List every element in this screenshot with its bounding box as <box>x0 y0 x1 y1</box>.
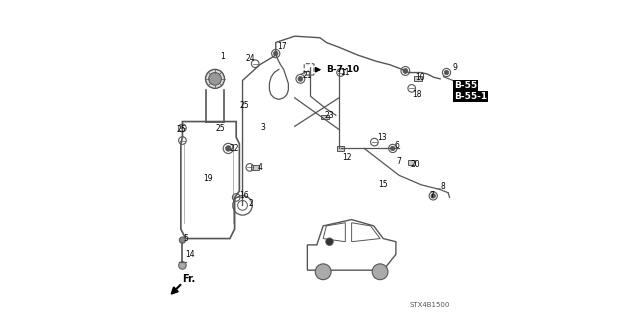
Text: 25: 25 <box>216 124 225 133</box>
Text: 24: 24 <box>246 54 255 63</box>
Bar <box>408 160 415 165</box>
Circle shape <box>179 262 186 269</box>
Circle shape <box>225 146 231 151</box>
Text: 4: 4 <box>258 163 262 172</box>
Bar <box>321 115 328 119</box>
Circle shape <box>209 72 221 85</box>
Text: 25: 25 <box>239 101 249 110</box>
Text: 6: 6 <box>394 141 399 150</box>
Text: 10: 10 <box>415 73 424 82</box>
Text: 20: 20 <box>410 160 420 169</box>
Text: 3: 3 <box>260 123 265 132</box>
Circle shape <box>326 238 333 246</box>
Circle shape <box>298 77 303 81</box>
Circle shape <box>179 237 186 243</box>
Text: 25: 25 <box>176 125 186 134</box>
Circle shape <box>403 69 408 73</box>
Circle shape <box>444 70 449 75</box>
Text: 15: 15 <box>378 180 388 189</box>
Text: B-55: B-55 <box>454 81 477 90</box>
Bar <box>337 146 344 151</box>
Circle shape <box>273 51 278 56</box>
Circle shape <box>205 69 225 88</box>
Text: 19: 19 <box>203 174 212 183</box>
Text: 14: 14 <box>185 250 195 259</box>
Text: 1: 1 <box>220 52 225 61</box>
Text: 12: 12 <box>342 153 351 162</box>
Text: B-55-1: B-55-1 <box>454 92 488 101</box>
Text: STX4B1500: STX4B1500 <box>409 302 450 308</box>
Bar <box>252 165 259 170</box>
Text: 7: 7 <box>396 157 401 166</box>
Text: 8: 8 <box>440 182 445 191</box>
Text: 18: 18 <box>412 90 421 99</box>
Text: 11: 11 <box>340 68 350 77</box>
Text: B-7-10: B-7-10 <box>326 65 359 74</box>
Circle shape <box>372 264 388 280</box>
Text: 22: 22 <box>230 144 239 153</box>
Text: Fr.: Fr. <box>182 274 195 285</box>
Text: 5: 5 <box>184 234 188 243</box>
Text: 13: 13 <box>377 133 387 142</box>
Text: 16: 16 <box>239 191 249 200</box>
Circle shape <box>390 146 395 151</box>
Text: 2: 2 <box>249 199 253 208</box>
Bar <box>414 76 422 81</box>
Text: 7: 7 <box>429 191 434 200</box>
Text: 21: 21 <box>303 70 312 79</box>
Text: 9: 9 <box>453 63 458 72</box>
Text: 23: 23 <box>324 111 334 120</box>
Circle shape <box>431 194 435 198</box>
Circle shape <box>316 264 331 280</box>
Text: 17: 17 <box>277 42 287 51</box>
